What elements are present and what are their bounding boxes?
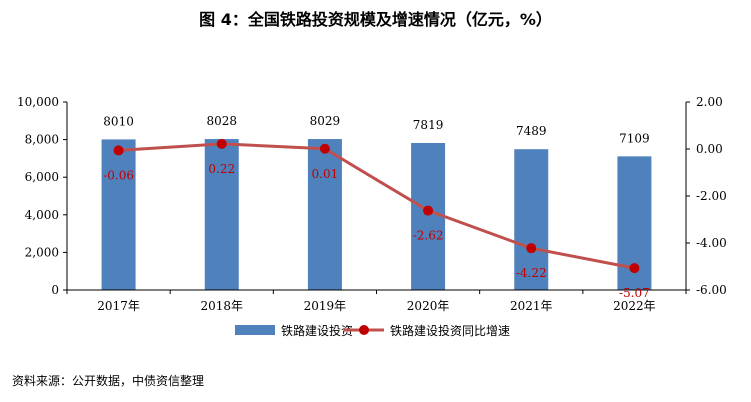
legend-line-marker	[359, 325, 369, 335]
source-note: 资料来源：公开数据，中债资信整理	[12, 374, 205, 388]
legend-bar-swatch	[235, 325, 275, 335]
line-marker	[423, 205, 434, 216]
bar-value-label: 8029	[310, 114, 341, 128]
category-label: 2020年	[407, 299, 450, 313]
bar-value-label: 7109	[619, 131, 650, 145]
left-axis-ticks: 0 2,000 4,000 6,000 8,000 10,000	[17, 95, 67, 297]
bar	[101, 139, 136, 290]
category-label: 2022年	[613, 299, 656, 313]
bar-value-label: 7819	[413, 118, 444, 132]
category-label: 2021年	[510, 299, 553, 313]
line-value-label: 0.22	[208, 162, 235, 176]
bar-value-label: 7489	[516, 124, 547, 138]
bar	[514, 149, 549, 290]
line-value-label: -0.06	[103, 168, 134, 182]
right-tick-label: -4.00	[696, 236, 727, 250]
bar-series	[101, 139, 652, 290]
line-series	[113, 138, 640, 274]
left-tick-label: 0	[51, 283, 59, 297]
category-label: 2019年	[304, 299, 347, 313]
chart-title: 图 4：全国铁路投资规模及增速情况（亿元，%）	[199, 10, 552, 29]
right-tick-label: 0.00	[696, 142, 723, 156]
left-tick-label: 6,000	[25, 170, 59, 184]
category-label: 2018年	[200, 299, 243, 313]
right-tick-label: -6.00	[696, 283, 727, 297]
left-tick-label: 10,000	[17, 95, 59, 109]
axes	[66, 102, 687, 294]
left-tick-label: 2,000	[25, 245, 59, 259]
bar-value-labels: 8010 8028 8029 7819 7489 7109	[103, 114, 649, 145]
line-value-label: 0.01	[312, 167, 339, 181]
bar-value-label: 8028	[206, 114, 237, 128]
growth-line	[118, 142, 635, 270]
line-value-labels: -0.06 0.22 0.01 -2.62 -4.22 -5.07	[103, 162, 650, 300]
category-labels: 2017年 2018年 2019年 2020年 2021年 2022年	[97, 299, 655, 313]
left-tick-label: 4,000	[25, 208, 59, 222]
line-marker	[629, 263, 640, 274]
right-tick-label: 2.00	[696, 95, 723, 109]
bar-value-label: 8010	[103, 114, 134, 128]
line-marker	[113, 145, 124, 156]
left-tick-label: 8,000	[25, 133, 59, 147]
line-marker	[319, 143, 330, 154]
legend-bar-label: 铁路建设投资	[281, 323, 353, 338]
legend: 铁路建设投资 铁路建设投资同比增速	[235, 323, 510, 338]
line-marker	[526, 243, 537, 254]
line-value-label: -2.62	[413, 229, 444, 243]
line-value-label: -4.22	[516, 266, 547, 280]
bar	[204, 139, 239, 290]
bar	[411, 143, 446, 290]
right-tick-label: -2.00	[696, 189, 727, 203]
line-value-label: -5.07	[619, 286, 650, 300]
line-marker	[216, 138, 227, 149]
bar	[307, 139, 342, 290]
category-label: 2017年	[97, 299, 140, 313]
right-axis-ticks: 2.00 0.00 -2.00 -4.00 -6.00	[686, 95, 727, 297]
legend-line-label: 铁路建设投资同比增速	[390, 323, 510, 338]
